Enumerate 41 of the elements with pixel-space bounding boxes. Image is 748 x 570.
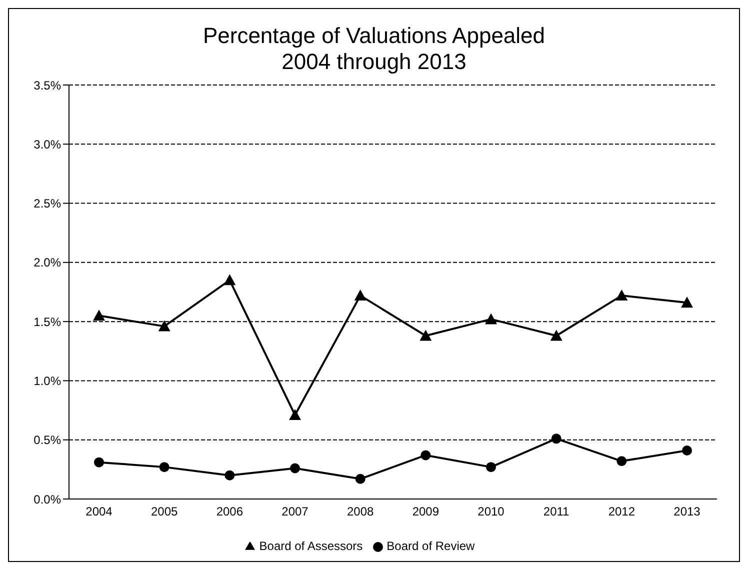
point	[550, 330, 562, 341]
legend-label: Board of Review	[386, 539, 475, 553]
point	[486, 462, 496, 472]
point	[682, 446, 692, 456]
chart-title: Percentage of Valuations Appealed 2004 through 2013	[202, 23, 546, 75]
point	[616, 290, 628, 301]
point	[159, 462, 170, 472]
y-tick-label: 1.0%	[34, 374, 62, 388]
x-tick-label: 2011	[543, 504, 570, 519]
point	[616, 456, 627, 466]
y-tick-label: 2.0%	[34, 256, 62, 270]
point	[224, 470, 235, 480]
y-tick-label: 1.5%	[34, 314, 62, 329]
x-tick-label: 2012	[608, 504, 636, 519]
point	[420, 330, 432, 341]
x-tick-label: 2013	[674, 504, 701, 519]
point	[290, 463, 300, 474]
point	[681, 296, 693, 308]
x-tick-label: 2009	[412, 504, 440, 519]
point	[94, 457, 104, 468]
point	[485, 313, 497, 324]
y-tick-label: 3.5%	[34, 78, 62, 92]
point	[158, 320, 170, 332]
point	[355, 474, 366, 484]
point	[551, 434, 562, 444]
x-tick-label: 2010	[478, 504, 505, 519]
y-tick-label: 3.0%	[34, 137, 62, 152]
point	[289, 409, 301, 420]
point	[93, 310, 105, 321]
point	[420, 450, 431, 460]
x-tick-label: 2006	[216, 504, 244, 519]
x-tick-label: 2005	[150, 504, 178, 519]
x-tick-label: 2004	[86, 504, 113, 519]
point	[224, 274, 236, 286]
y-tick-label: 0.5%	[34, 433, 62, 448]
x-tick-label: 2007	[282, 504, 309, 519]
y-tick-label: 0.0%	[34, 492, 62, 506]
x-tick-label: 2008	[346, 504, 374, 519]
legend-label: Board of Assessors	[259, 539, 363, 553]
y-tick-label: 2.5%	[34, 196, 62, 211]
point	[354, 290, 366, 301]
